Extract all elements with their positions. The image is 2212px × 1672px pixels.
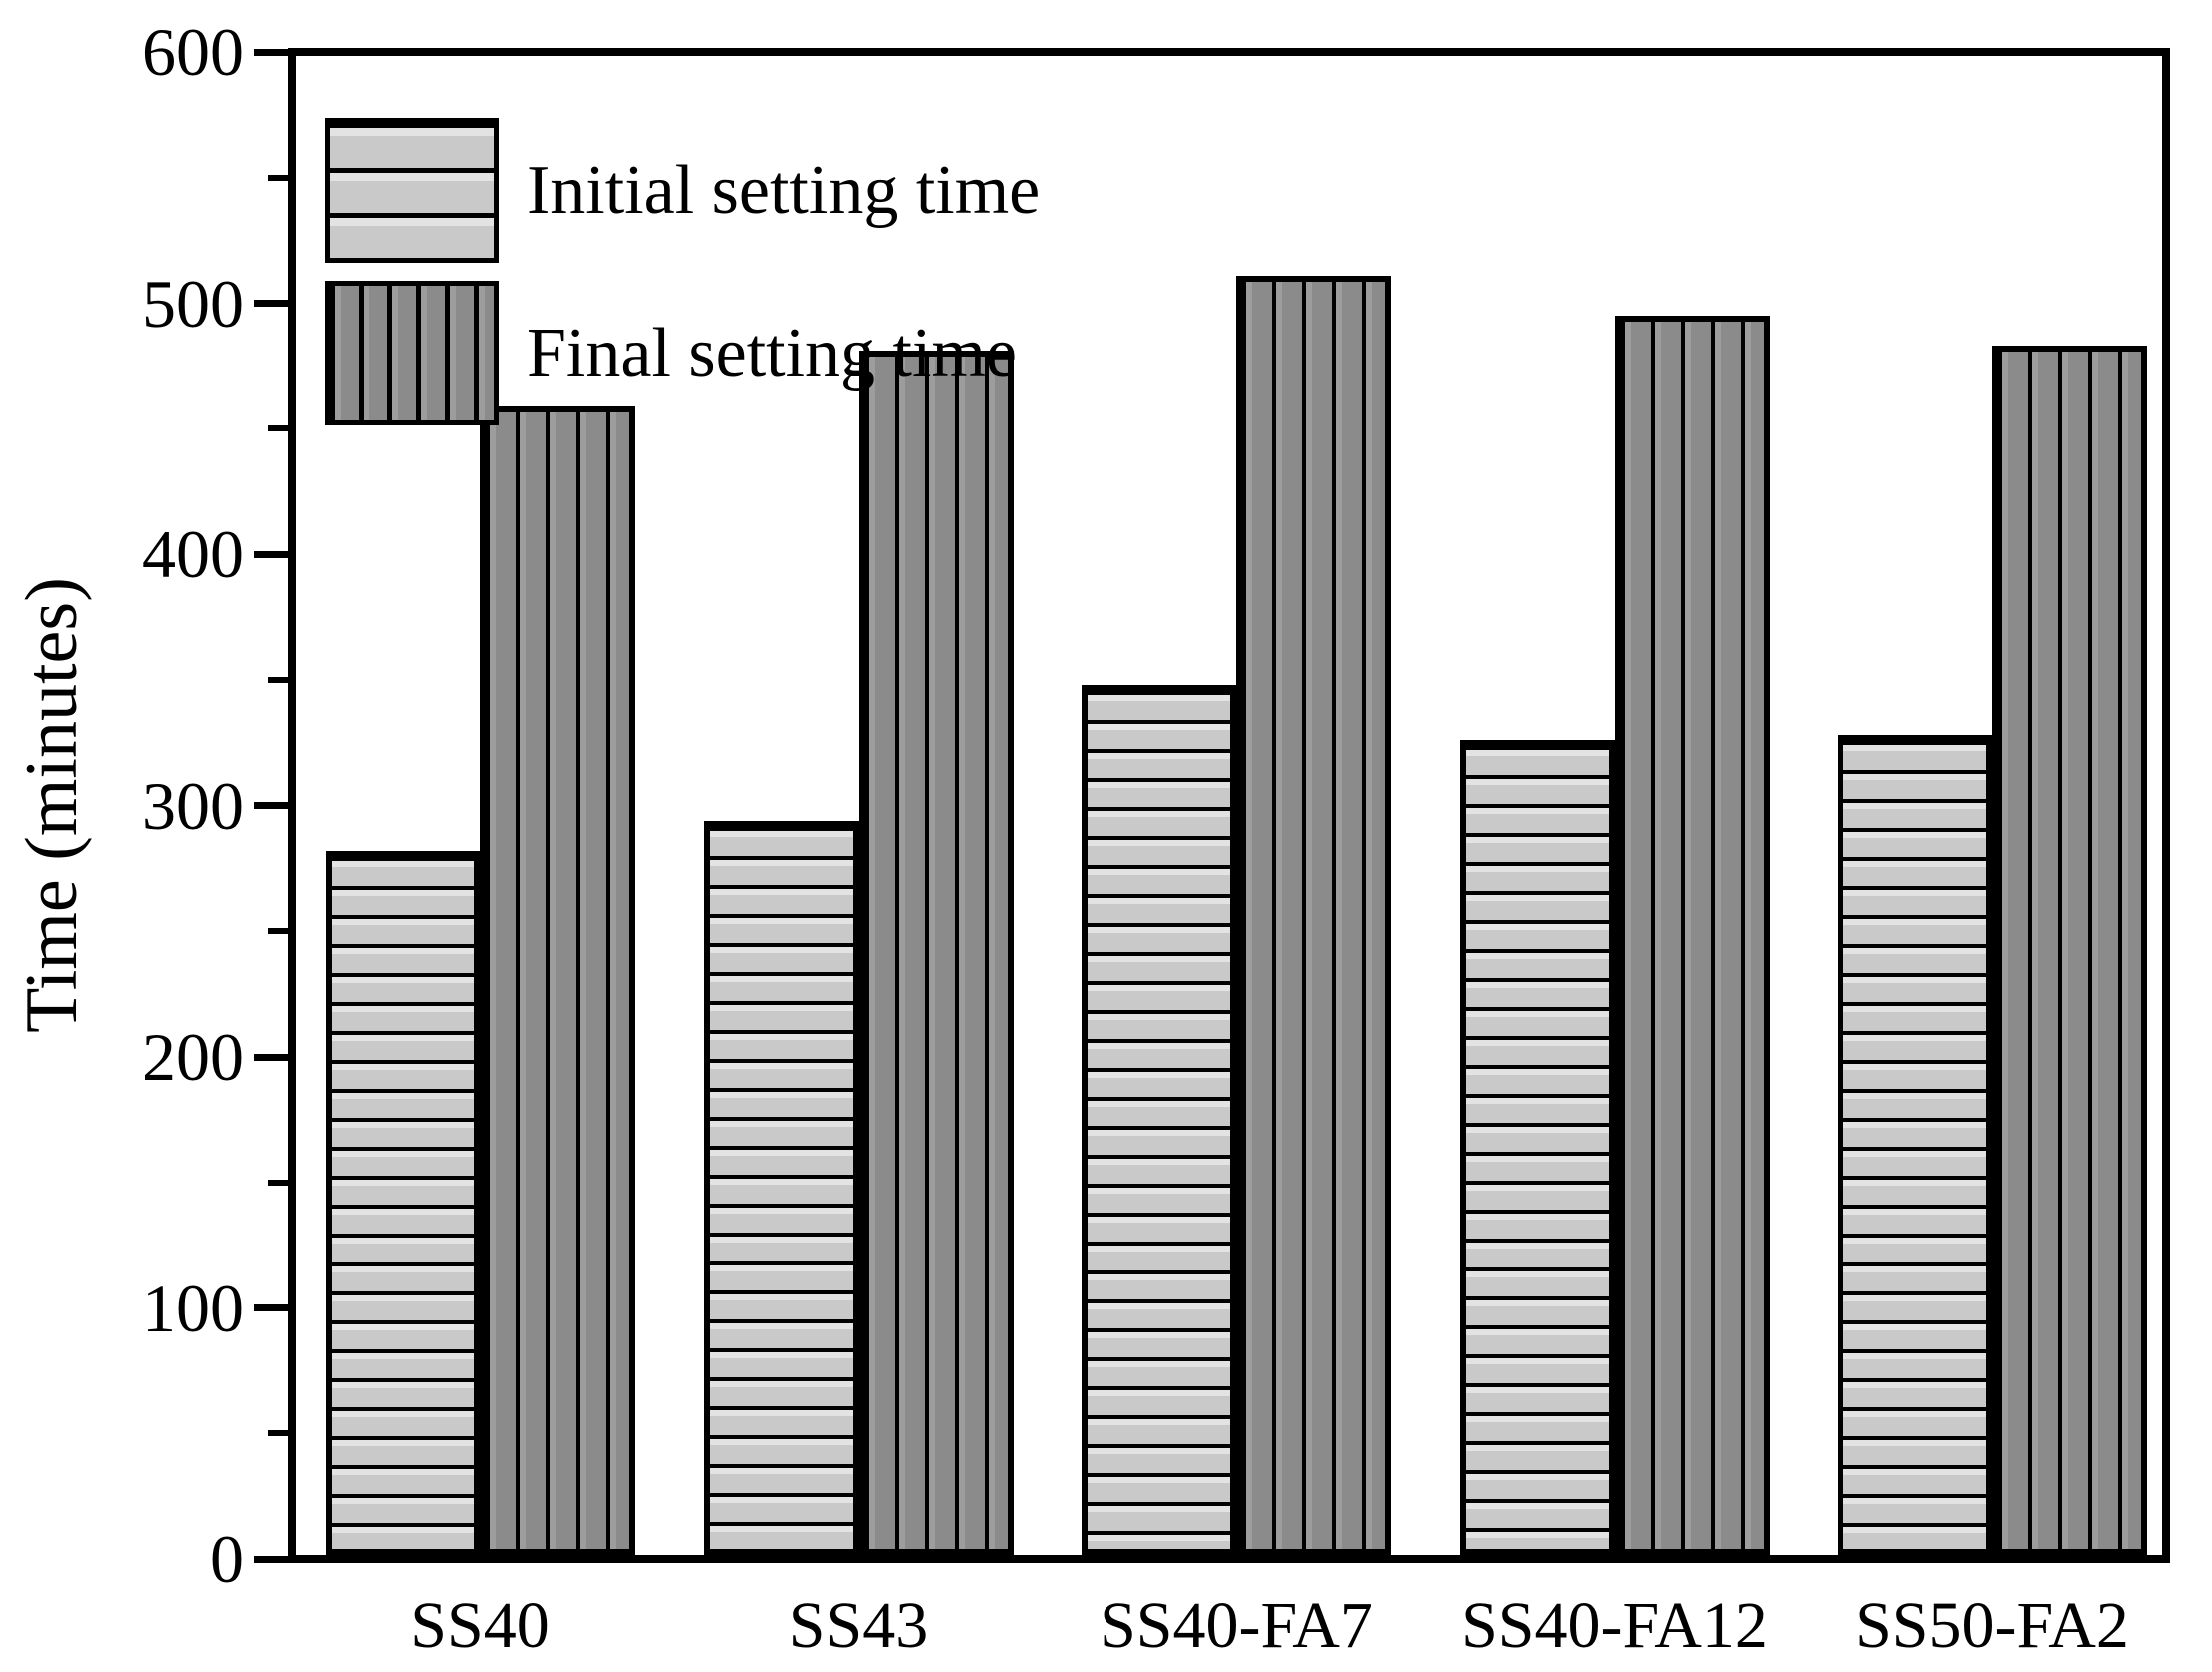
- bar-final-setting-time-ss40-fa7: [1236, 276, 1391, 1555]
- y-major-tick: [254, 550, 288, 558]
- y-major-tick: [254, 802, 288, 809]
- y-tick-label: 300: [142, 767, 244, 844]
- bar-initial-setting-time-ss50-fa2: [1838, 735, 1992, 1555]
- bar-initial-setting-time-ss40-fa12: [1459, 740, 1615, 1555]
- y-minor-tick: [268, 1179, 288, 1186]
- bar-initial-setting-time-ss43: [703, 820, 859, 1555]
- x-category-label: SS50-FA2: [1855, 1589, 2129, 1662]
- bar-final-setting-time-ss40: [480, 406, 635, 1555]
- y-minor-tick: [268, 174, 288, 181]
- y-minor-tick: [268, 928, 288, 935]
- y-major-tick: [254, 48, 288, 56]
- bar-final-setting-time-ss43: [858, 351, 1014, 1555]
- y-tick-label: 200: [142, 1019, 244, 1095]
- y-major-tick: [254, 1053, 288, 1061]
- y-minor-tick: [268, 1430, 288, 1437]
- bar-final-setting-time-ss40-fa12: [1614, 316, 1770, 1555]
- y-minor-tick: [268, 425, 288, 432]
- bar-final-setting-time-ss50-fa2: [1992, 346, 2147, 1555]
- y-major-tick: [254, 300, 288, 307]
- y-major-tick: [254, 1555, 288, 1563]
- y-tick-label: 600: [142, 14, 244, 90]
- bar-initial-setting-time-ss40-fa7: [1082, 685, 1236, 1555]
- y-tick-label: 100: [142, 1269, 244, 1346]
- y-minor-tick: [268, 676, 288, 683]
- legend-entry: Final setting time: [325, 281, 1017, 425]
- bar-initial-setting-time-ss40: [326, 850, 480, 1555]
- x-category-label: SS43: [788, 1589, 929, 1662]
- legend-label: Initial setting time: [527, 151, 1041, 229]
- y-tick-label: 400: [142, 516, 244, 592]
- x-category-label: SS40-FA12: [1461, 1589, 1768, 1662]
- legend-entry: Initial setting time: [325, 118, 1040, 263]
- legend-label: Final setting time: [527, 314, 1017, 392]
- x-category-label: SS40: [410, 1589, 550, 1662]
- plot-area: [288, 48, 2170, 1563]
- y-axis-title: Time (minutes): [11, 577, 93, 1033]
- y-tick-label: 500: [142, 265, 244, 342]
- x-category-label: SS40-FA7: [1100, 1589, 1373, 1662]
- legend-swatch-vertical-hatch-icon: [325, 281, 499, 425]
- legend-swatch-horizontal-hatch-icon: [325, 118, 499, 263]
- y-major-tick: [254, 1304, 288, 1311]
- y-tick-label: 0: [210, 1521, 244, 1597]
